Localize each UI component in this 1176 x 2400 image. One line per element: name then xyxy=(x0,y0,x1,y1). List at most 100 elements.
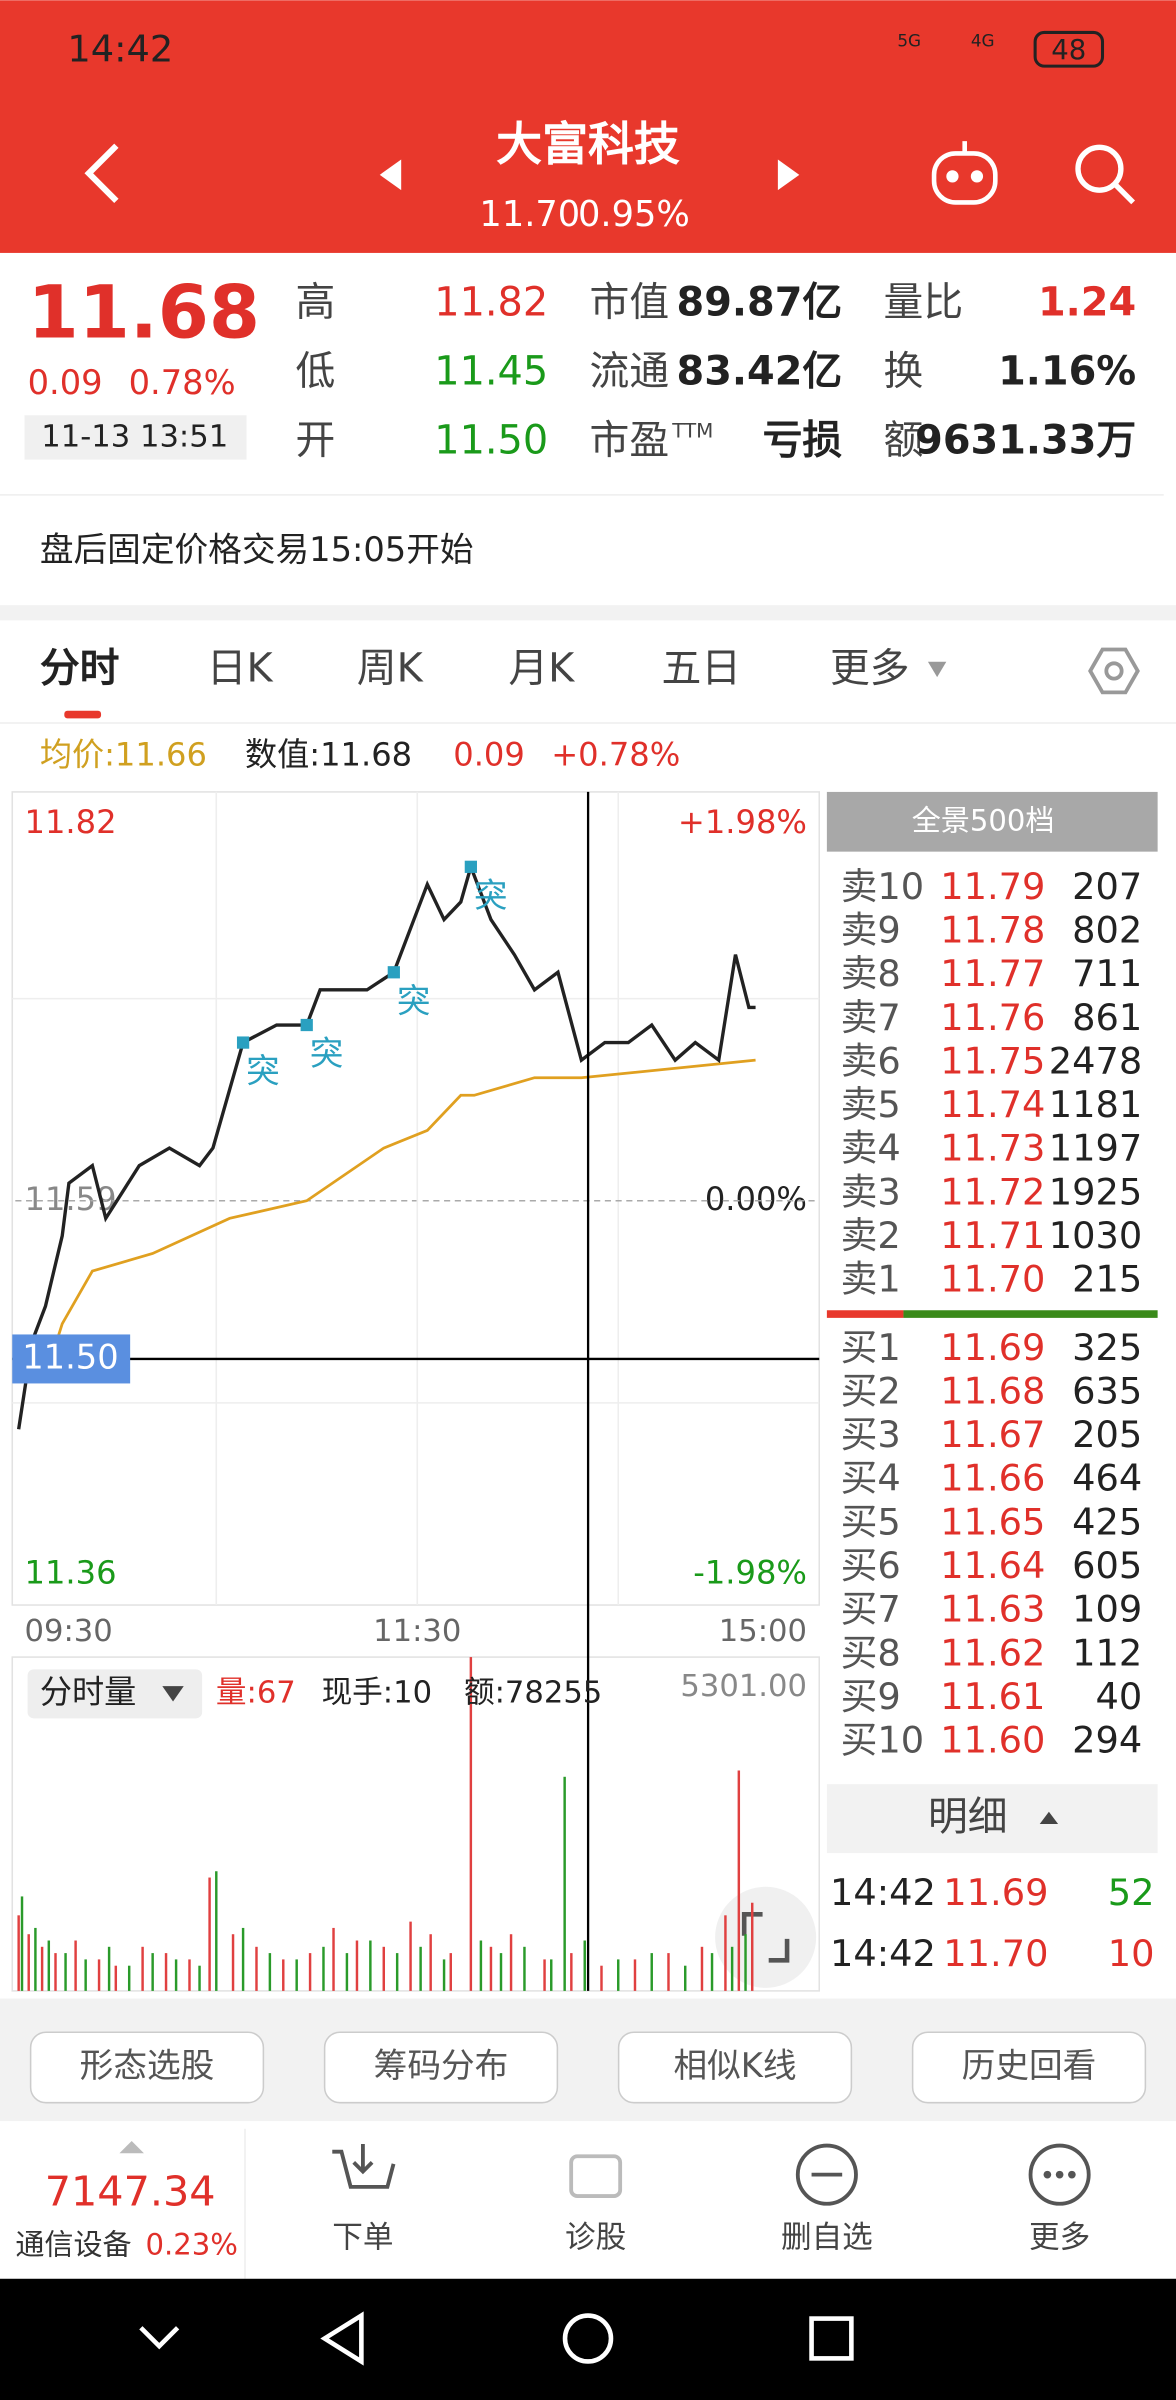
order-price: 11.62 xyxy=(940,1631,1045,1674)
header-price: 11.70 xyxy=(479,194,580,235)
back-button[interactable] xyxy=(84,143,119,204)
volume-bar xyxy=(409,1921,412,1991)
search-icon[interactable] xyxy=(1075,144,1136,205)
order-volume: 205 xyxy=(1072,1413,1142,1456)
nav-down[interactable] xyxy=(139,2326,180,2350)
crosshair-label-bg xyxy=(12,1334,131,1384)
tool-button[interactable] xyxy=(617,2031,853,2104)
tool-button[interactable] xyxy=(323,2031,559,2104)
order-price: 11.61 xyxy=(940,1675,1045,1718)
detail-title: 明细 xyxy=(928,1794,1008,1840)
order-volume: 861 xyxy=(1072,996,1142,1039)
order-label: 买7 xyxy=(841,1588,901,1631)
tool-button-label[interactable]: 相似K线 xyxy=(673,2046,796,2085)
stat-label: 量比 xyxy=(884,279,964,325)
volume-bar xyxy=(27,1934,30,1991)
prev-stock[interactable] xyxy=(379,159,402,191)
order-price: 11.79 xyxy=(940,865,1045,908)
nav-button-label[interactable]: 下单 xyxy=(332,2220,393,2255)
order-price: 11.68 xyxy=(940,1369,1045,1412)
volume-bar xyxy=(355,1940,359,1991)
next-stock[interactable] xyxy=(777,159,800,191)
order-price: 11.73 xyxy=(940,1127,1045,1170)
network-label: 5G xyxy=(897,31,921,51)
stat-label: 开 xyxy=(296,417,336,463)
battery xyxy=(1033,30,1105,68)
volume-bar xyxy=(151,1953,154,1991)
volume-bar xyxy=(382,1946,385,1991)
tab[interactable]: 五日 xyxy=(662,645,742,691)
more-dot xyxy=(1043,2170,1052,2179)
volume-bar xyxy=(54,1953,57,1991)
order-price: 11.78 xyxy=(940,909,1045,952)
index-expand[interactable] xyxy=(119,2140,144,2154)
volume-bar xyxy=(282,1959,285,1991)
tool-button-label[interactable]: 历史回看 xyxy=(962,2046,1097,2085)
network-label: 4G xyxy=(971,31,995,51)
order-price: 11.69 xyxy=(940,1326,1045,1369)
volume-bar xyxy=(188,1959,191,1991)
stat-value: 11.45 xyxy=(434,348,548,394)
tool-button[interactable] xyxy=(29,2031,265,2104)
order-price: 11.65 xyxy=(940,1500,1045,1543)
tool-button-label[interactable]: 筹码分布 xyxy=(374,2046,509,2085)
volume-bar xyxy=(600,1965,603,1991)
volume-bar xyxy=(332,1927,335,1991)
chart-frame xyxy=(11,791,820,1606)
order-price: 11.76 xyxy=(940,996,1045,1039)
order-volume: 207 xyxy=(1072,865,1142,908)
volume-bar xyxy=(127,1965,131,1991)
volume-bar xyxy=(442,1959,446,1991)
tool-button[interactable] xyxy=(911,2031,1147,2104)
y2-tick-label: +1.98% xyxy=(678,803,807,841)
tab[interactable]: 更多 xyxy=(830,645,910,691)
stat-label-sup: TTM xyxy=(671,420,713,443)
volume-bar xyxy=(395,1953,399,1991)
tab[interactable]: 周K xyxy=(357,645,424,691)
volume-selector[interactable] xyxy=(27,1669,203,1719)
diagnose-icon[interactable] xyxy=(569,2154,623,2198)
more-icon[interactable] xyxy=(1028,2143,1091,2206)
volume-bar xyxy=(563,1776,566,1991)
volume-bar xyxy=(583,1940,586,1991)
volume-bar xyxy=(74,1940,77,1991)
order-label: 买2 xyxy=(841,1369,901,1412)
nav-recent[interactable] xyxy=(809,2316,854,2361)
order-volume: 325 xyxy=(1072,1326,1142,1369)
change: 0.09 xyxy=(28,363,103,402)
order-label: 卖10 xyxy=(841,865,925,908)
nav-button-label[interactable]: 更多 xyxy=(1029,2220,1090,2255)
order-label: 买8 xyxy=(841,1631,901,1674)
volume-bar xyxy=(84,1959,87,1991)
tool-button-label[interactable]: 形态选股 xyxy=(80,2046,215,2085)
y2-tick-label: 0.00% xyxy=(705,1180,807,1218)
volume-bar xyxy=(107,1946,111,1991)
volume-bar xyxy=(700,1946,704,1991)
robot-icon[interactable] xyxy=(931,141,998,205)
datetime-box xyxy=(24,415,247,460)
nav-button-label[interactable]: 删自选 xyxy=(781,2220,873,2255)
volume-bar xyxy=(164,1953,168,1991)
expand-button[interactable] xyxy=(715,1886,817,1988)
volume-bar xyxy=(650,1953,653,1991)
crosshair-label: 11.50 xyxy=(22,1337,118,1376)
nav-button-label[interactable]: 诊股 xyxy=(565,2220,626,2255)
remove-icon[interactable] xyxy=(795,2143,858,2206)
settings-icon[interactable] xyxy=(1088,647,1140,695)
stat-label: 市值 xyxy=(590,279,670,325)
info-change-pct: +0.78% xyxy=(551,736,680,774)
signal-marker xyxy=(464,860,477,873)
order-label: 买3 xyxy=(841,1413,901,1456)
nav-back[interactable] xyxy=(320,2311,364,2366)
nav-home[interactable] xyxy=(562,2313,614,2364)
volume-arrow xyxy=(162,1686,184,1702)
volume-bar xyxy=(369,1940,372,1991)
tab[interactable]: 月K xyxy=(508,645,575,691)
order-icon[interactable] xyxy=(332,2144,396,2189)
tab[interactable]: 分时 xyxy=(40,645,120,691)
volume-bar xyxy=(17,1915,20,1991)
volume-bar xyxy=(429,1934,432,1991)
order-price: 11.72 xyxy=(940,1170,1045,1213)
volume-bar xyxy=(20,1896,24,1991)
tab[interactable]: 日K xyxy=(207,645,274,691)
